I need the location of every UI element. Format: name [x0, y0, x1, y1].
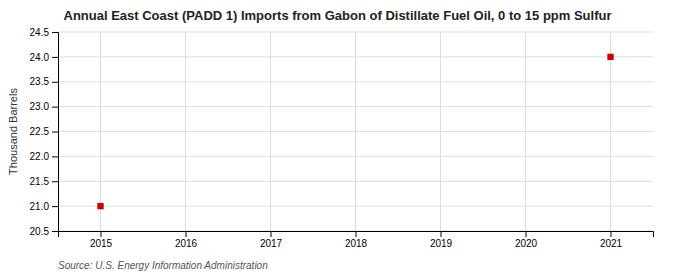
tick-label: 23.0 [30, 101, 50, 112]
tick-label: 2018 [345, 238, 368, 249]
grid-line [270, 32, 271, 231]
tick: 2017 [260, 231, 283, 249]
tick: 2019 [430, 231, 453, 249]
tick-mark [101, 231, 102, 237]
tick: 21.0 [30, 201, 58, 212]
title: Annual East Coast (PADD 1) Imports from … [64, 8, 612, 23]
tick: 2018 [345, 231, 368, 249]
y-axis-title: Thousand Barrels [7, 88, 19, 175]
tick: 24.0 [30, 52, 58, 63]
grid-line [355, 32, 356, 231]
tick-mark [52, 57, 58, 58]
tick-mark [271, 231, 272, 237]
tick-mark [52, 206, 58, 207]
source: Source: U.S. Energy Information Administ… [58, 260, 268, 271]
tick: 2021 [600, 231, 623, 249]
tick-label: 23.5 [30, 76, 50, 87]
tick: 2016 [175, 231, 198, 249]
grid-line [100, 32, 101, 231]
axis-line [59, 232, 654, 238]
tick: 22.5 [30, 126, 58, 137]
tick-label: 22.5 [30, 126, 50, 137]
tick-mark [52, 156, 58, 157]
tick-mark [52, 181, 58, 182]
tick-mark [52, 231, 58, 232]
points [97, 54, 613, 210]
tick: 23.0 [30, 101, 58, 112]
grid [58, 32, 653, 231]
tick-label: 2017 [260, 238, 283, 249]
y-axis: 20.5 21.0 21.5 22.0 22.5 23.0 23.5 24.0 24.5 [30, 27, 59, 237]
tick-label: 2019 [430, 238, 453, 249]
plot-area: 2015 2016 2017 2018 2019 2020 2021 20.5 21.0 21.5… [30, 27, 654, 249]
tick-mark [611, 231, 612, 237]
grid-line [610, 32, 611, 231]
chart: 2015 2016 2017 2018 2019 2020 2021 20.5 21.0 21.5… [0, 0, 675, 275]
tick: 22.0 [30, 151, 58, 162]
tick-label: 22.0 [30, 151, 50, 162]
tick-label: 20.5 [30, 226, 50, 237]
tick-label: 2015 [90, 238, 113, 249]
tick-mark [52, 32, 58, 33]
tick-label: 24.0 [30, 52, 50, 63]
tick-mark [186, 231, 187, 237]
tick: 20.5 [30, 226, 58, 237]
grid-line [440, 32, 441, 231]
axis-line [52, 33, 59, 232]
tick-label: 24.5 [30, 27, 50, 38]
tick-mark [441, 231, 442, 237]
point [607, 54, 613, 60]
tick: 24.5 [30, 27, 58, 38]
tick: 21.5 [30, 176, 58, 187]
tick: 2020 [515, 231, 538, 249]
tick-label: 2021 [600, 238, 623, 249]
tick-mark [52, 82, 58, 83]
tick: 23.5 [30, 76, 58, 87]
tick-mark [356, 231, 357, 237]
tick-label: 2020 [515, 238, 538, 249]
grid-line [185, 32, 186, 231]
tick-label: 21.0 [30, 201, 50, 212]
grid-line [525, 32, 526, 231]
tick-mark [52, 132, 58, 133]
tick-label: 2016 [175, 238, 198, 249]
x-axis: 2015 2016 2017 2018 2019 2020 2021 [59, 231, 654, 249]
point [97, 203, 103, 209]
tick-mark [526, 231, 527, 237]
tick: 2015 [90, 231, 113, 249]
tick-mark [52, 107, 58, 108]
tick-label: 21.5 [30, 176, 50, 187]
